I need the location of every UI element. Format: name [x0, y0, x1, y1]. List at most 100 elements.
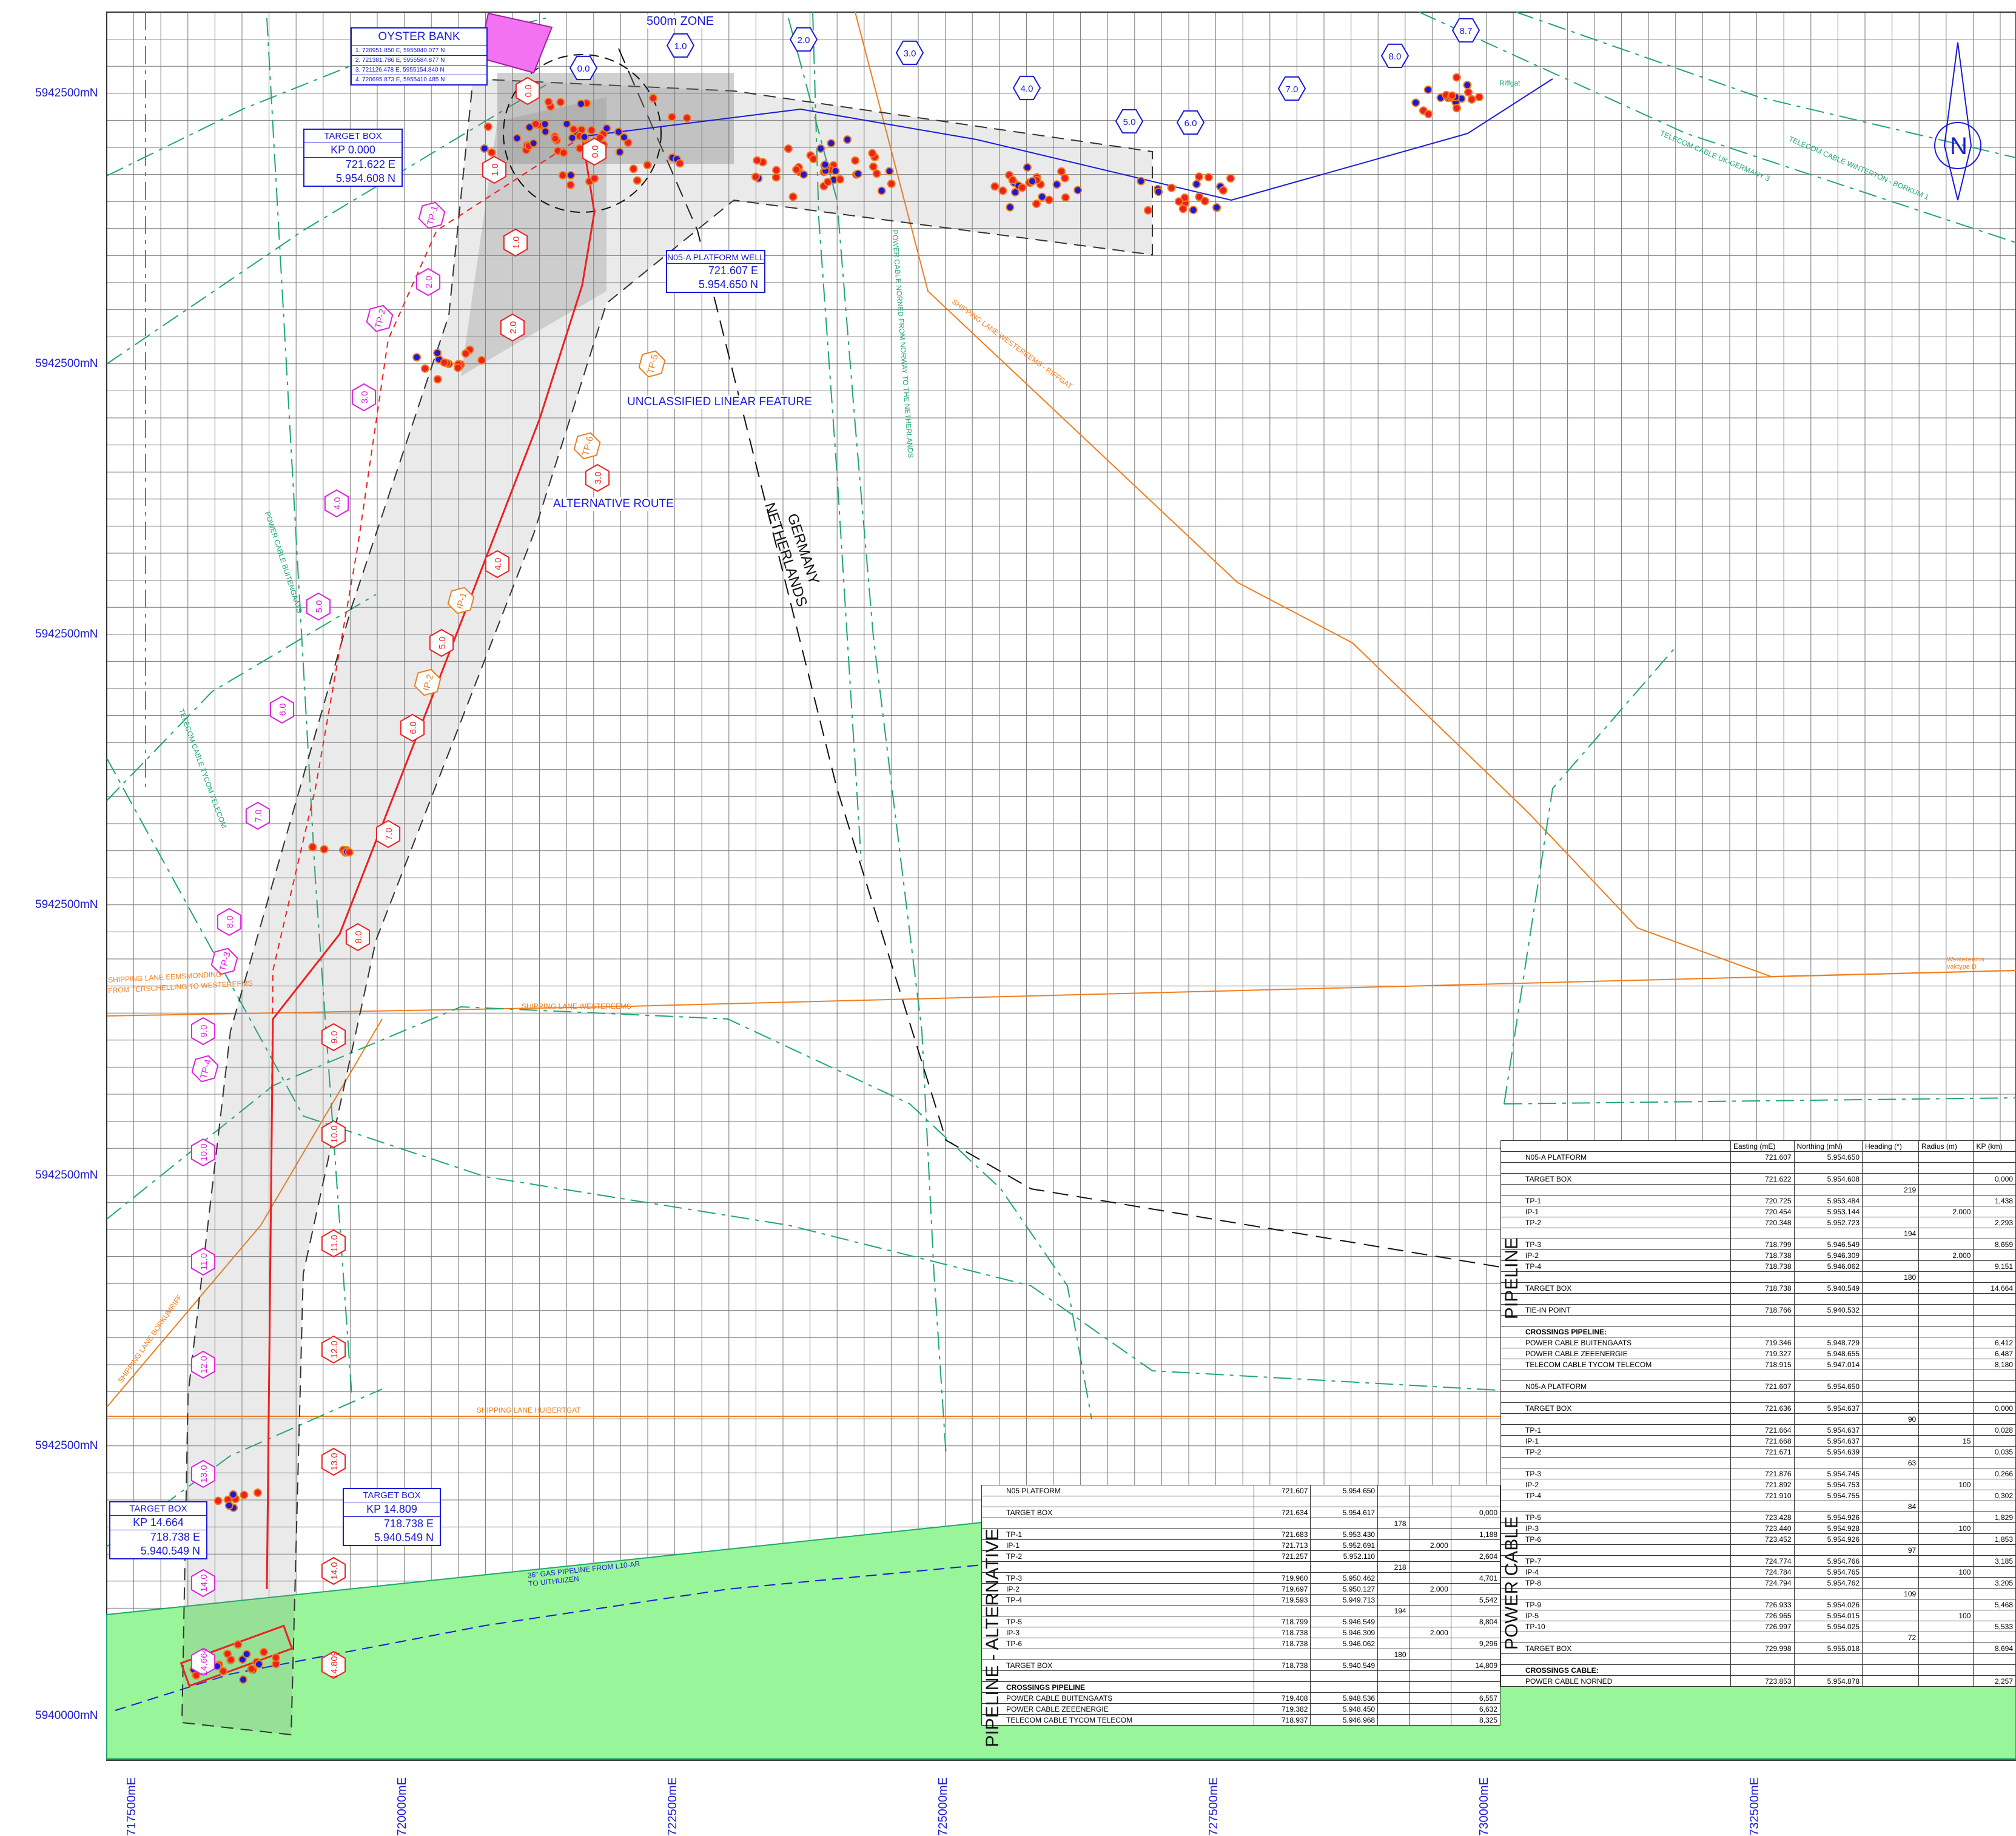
table-cell [1918, 1370, 1974, 1381]
seabed-target [344, 848, 354, 857]
seabed-target [247, 1664, 256, 1673]
seabed-target [271, 1653, 280, 1662]
table-cell [1450, 1649, 1501, 1660]
table-cell: 5.948.536 [1310, 1692, 1379, 1704]
seabed-target [483, 122, 492, 131]
table-cell [1973, 1271, 2016, 1283]
table-cell: 8,180 [1973, 1359, 2016, 1370]
table-cell: 5.954.026 [1793, 1599, 1863, 1610]
platform-well-northing: 5.954.650 N [698, 278, 758, 291]
table-cell: 2,604 [1450, 1550, 1501, 1562]
table-cell: POWER CABLE NORNED [1500, 1675, 1731, 1687]
kp-marker-label: 2.0 [798, 35, 810, 45]
seabed-target [556, 98, 565, 107]
table-cell: 724.784 [1730, 1566, 1795, 1578]
table-cell: 5.946.062 [1310, 1638, 1379, 1649]
table-cell [1500, 1315, 1731, 1327]
table-cell: 718.738 [1254, 1638, 1311, 1649]
seabed-target [1180, 193, 1189, 203]
seabed-target [541, 127, 550, 136]
gas-pipeline [115, 1564, 983, 1711]
table-cell [1730, 1664, 1795, 1676]
table-cell: 5.950.127 [1310, 1583, 1379, 1595]
table-cell [1918, 1293, 1974, 1305]
table-cell: TP-8 [1500, 1577, 1731, 1589]
table-cell: 5.952.110 [1310, 1550, 1379, 1562]
table-cell [1918, 1315, 1974, 1327]
table-cell: 721.910 [1730, 1490, 1795, 1501]
table-cell: 0,028 [1973, 1424, 2016, 1436]
table-cell: 2.000 [1918, 1206, 1974, 1217]
kp-marker-label: 4.0 [332, 497, 343, 510]
table-cell [1918, 1217, 1974, 1228]
table-cell [1730, 1544, 1795, 1556]
table-cell: 718.738 [1730, 1260, 1795, 1272]
table-cell: 5.954.608 [1793, 1173, 1863, 1185]
table-cell: 5.954.025 [1793, 1621, 1863, 1632]
kp-marker: 7.0 [375, 819, 401, 849]
table-cell: 5,542 [1450, 1594, 1501, 1606]
table-cell [1973, 1435, 2016, 1447]
table-cell [1730, 1457, 1795, 1468]
north-arrow-icon: N [1934, 42, 1981, 201]
table-header-row: Easting (mE) Northing (mN) Heading (°) Radi… [1500, 1140, 2016, 1152]
table-cell: TP-1 [1500, 1195, 1731, 1206]
survey-corridor-main [181, 78, 1153, 1736]
seabed-target [620, 133, 629, 142]
table-cell: TP-2 [981, 1550, 1255, 1562]
table-cell: IP-2 [1500, 1249, 1731, 1261]
table-cell: 2,293 [1973, 1217, 2016, 1228]
table-cell [1973, 1544, 2016, 1556]
table-cell: 14,809 [1450, 1659, 1501, 1671]
table-cell [1408, 1670, 1451, 1682]
seabed-target [461, 349, 470, 358]
table-cell: 6,412 [1973, 1337, 2016, 1348]
kp-marker-label: 8.0 [1389, 52, 1402, 62]
table-cell: 5.954.637 [1793, 1402, 1863, 1414]
table-cell [1973, 1632, 2016, 1643]
table-cell [1918, 1162, 1974, 1174]
table-row: 194 [981, 1605, 1501, 1616]
table-cell [1918, 1632, 1974, 1643]
table-section-pipeline: PIPELINE [1502, 1237, 1522, 1320]
table-cell: 719.382 [1254, 1703, 1311, 1715]
kp-marker: 0.0 [569, 55, 598, 81]
seabed-target [1200, 197, 1209, 206]
table-cell: 97 [1862, 1544, 1920, 1556]
table-row: N05-A PLATFORM 721.607 5.954.650 [1500, 1151, 2016, 1163]
target-box-south-left: TARGET BOX KP 14.664 718.738 E 5.940.549… [109, 1501, 207, 1559]
seabed-target [1143, 206, 1152, 215]
seabed-target [1154, 187, 1163, 197]
table-cell: N05-A PLATFORM [1500, 1151, 1731, 1163]
table-row: TELECOM CABLE TYCOM TELECOM 718.937 5.946.… [981, 1714, 1501, 1726]
table-cell [1793, 1315, 1863, 1327]
table-cell [1862, 1391, 1920, 1403]
kp-marker-label: 14.0 [329, 1562, 340, 1579]
table-cell: 5.940.532 [1793, 1304, 1863, 1316]
table-cell: 721.622 [1730, 1173, 1795, 1185]
table-cell: IP-3 [1500, 1522, 1731, 1534]
table-row: TELECOM CABLE TYCOM TELECOM 718.915 5.947.… [1500, 1359, 2016, 1370]
table-cell [1973, 1610, 2016, 1621]
table-cell [1310, 1518, 1379, 1529]
kp-marker: 8.0 [217, 907, 242, 936]
table-cell: 721.607 [1730, 1151, 1795, 1163]
target-box-kp: KP 14.809 [344, 1502, 440, 1517]
table-cell: TP-4 [1500, 1260, 1731, 1272]
x-axis-label: 717500mE [125, 1777, 138, 1836]
kp-marker: 13.0 [321, 1447, 346, 1476]
seabed-target [799, 170, 808, 179]
table-cell [1377, 1703, 1410, 1715]
table-cell [1500, 1370, 1731, 1381]
kp-marker: 8.7 [1451, 18, 1480, 43]
table-cell: 5.955.018 [1793, 1643, 1863, 1654]
table-cell [1793, 1413, 1863, 1425]
table-cell: 109 [1862, 1588, 1920, 1599]
table-cell: 5.952.691 [1310, 1539, 1379, 1551]
table-cell [1450, 1561, 1501, 1573]
seabed-target [1057, 167, 1066, 176]
table-cell [1377, 1485, 1410, 1496]
table-cell [1500, 1653, 1731, 1665]
table-cell: 721.636 [1730, 1402, 1795, 1414]
table-cell: 719.593 [1254, 1594, 1311, 1606]
